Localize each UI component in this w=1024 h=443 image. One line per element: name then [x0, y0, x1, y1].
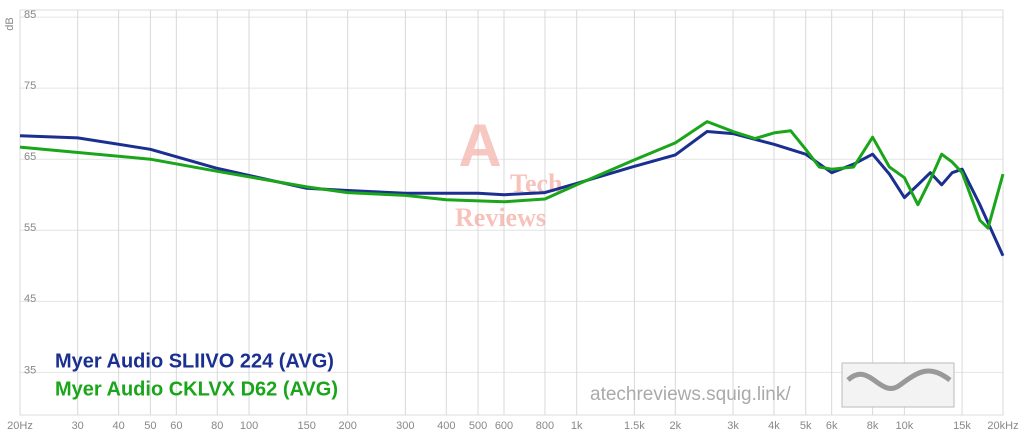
x-tick-label: 80 [211, 420, 223, 432]
logo-squiggle [846, 368, 952, 391]
y-tick-label: 55 [24, 222, 36, 234]
x-tick-label: 8k [867, 420, 879, 432]
x-tick-label: 150 [298, 420, 316, 432]
y-tick-label: 65 [24, 151, 36, 163]
x-tick-label: 300 [396, 420, 414, 432]
x-tick-label: 600 [495, 420, 513, 432]
legend-entry: Myer Audio CKLVX D62 (AVG) [55, 378, 338, 400]
plot-area [19, 9, 1004, 416]
y-tick-label: 85 [24, 9, 36, 21]
x-tick-label: 6k [826, 420, 838, 432]
y-axis-label: dB [4, 17, 16, 30]
x-tick-label: 3k [727, 420, 739, 432]
x-tick-label: 5k [800, 420, 812, 432]
x-tick-label: 20Hz [7, 420, 33, 432]
x-tick-label: 60 [170, 420, 182, 432]
x-tick-label: 50 [144, 420, 156, 432]
x-tick-label: 100 [240, 420, 258, 432]
y-tick-label: 45 [24, 293, 36, 305]
x-tick-label: 15k [953, 420, 971, 432]
logo-mark: A [458, 112, 501, 179]
y-tick-label: 35 [24, 364, 36, 376]
x-tick-label: 10k [895, 420, 913, 432]
x-tick-label: 40 [113, 420, 125, 432]
x-tick-label: 2k [670, 420, 682, 432]
x-tick-label: 400 [437, 420, 455, 432]
x-tick-label: 1.5k [624, 420, 645, 432]
x-tick-label: 800 [536, 420, 554, 432]
x-tick-label: 1k [571, 420, 583, 432]
logo-text: Reviews [455, 203, 546, 232]
x-tick-label: 4k [768, 420, 780, 432]
watermark: atechreviews.squig.link/ [590, 384, 791, 405]
x-tick-label: 500 [469, 420, 487, 432]
y-tick-label: 75 [24, 80, 36, 92]
x-tick-label: 30 [72, 420, 84, 432]
legend-entry: Myer Audio SLIIVO 224 (AVG) [55, 350, 334, 372]
x-tick-label: 20kHz [987, 420, 1018, 432]
x-tick-label: 200 [338, 420, 356, 432]
series-line [19, 120, 1005, 230]
